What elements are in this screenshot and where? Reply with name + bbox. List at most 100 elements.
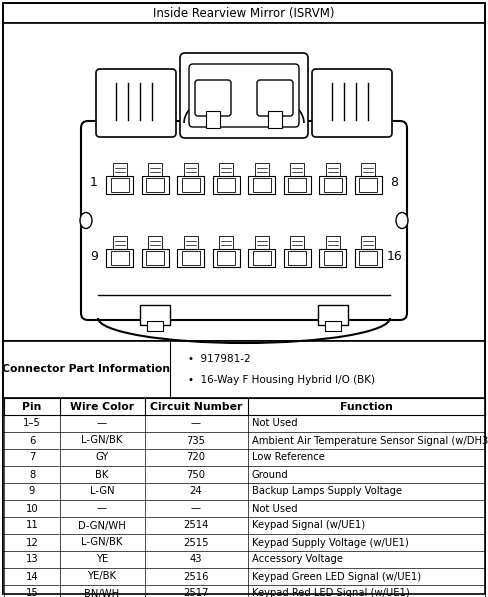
FancyBboxPatch shape [257, 80, 293, 116]
FancyBboxPatch shape [195, 80, 231, 116]
Bar [106, 176, 133, 194]
Bar [183, 236, 198, 251]
Text: 9: 9 [90, 250, 98, 263]
Text: Accessory Voltage: Accessory Voltage [252, 555, 343, 565]
Text: 750: 750 [186, 469, 205, 479]
Text: YE: YE [96, 555, 108, 565]
Bar [253, 178, 270, 192]
Text: 15: 15 [26, 589, 39, 597]
Text: GY: GY [95, 453, 109, 463]
Bar [288, 178, 306, 192]
Text: 11: 11 [26, 521, 39, 531]
Bar [359, 178, 377, 192]
Ellipse shape [396, 213, 408, 229]
Bar [3, 432, 485, 449]
Text: 7: 7 [29, 453, 35, 463]
Text: 43: 43 [190, 555, 202, 565]
Text: 2516: 2516 [183, 571, 209, 581]
Text: Keypad Red LED Signal (w/UE1): Keypad Red LED Signal (w/UE1) [252, 589, 410, 597]
Text: 2517: 2517 [183, 589, 209, 597]
Bar [213, 250, 240, 267]
Text: Low Reference: Low Reference [252, 453, 325, 463]
Ellipse shape [80, 213, 92, 229]
Bar [355, 176, 382, 194]
Text: Not Used: Not Used [252, 418, 298, 429]
FancyBboxPatch shape [189, 64, 299, 127]
Text: Keypad Supply Voltage (w/UE1): Keypad Supply Voltage (w/UE1) [252, 537, 409, 547]
Text: 24: 24 [190, 487, 203, 497]
Text: 14: 14 [26, 571, 39, 581]
Bar [318, 305, 348, 325]
Text: 1–5: 1–5 [23, 418, 41, 429]
Bar [219, 163, 233, 178]
Text: •  16-Way F Housing Hybrid I/O (BK): • 16-Way F Housing Hybrid I/O (BK) [188, 375, 375, 384]
Bar [3, 483, 485, 500]
Text: 1: 1 [90, 176, 98, 189]
Bar [218, 251, 235, 266]
Bar [355, 250, 382, 267]
Text: —: — [97, 418, 107, 429]
Bar [3, 500, 485, 517]
Bar [288, 251, 306, 266]
Text: Function: Function [340, 402, 392, 411]
Text: 8: 8 [390, 176, 398, 189]
Text: Not Used: Not Used [252, 503, 298, 513]
Bar [268, 111, 282, 128]
Bar [3, 585, 485, 597]
Bar [111, 251, 129, 266]
Bar [3, 449, 485, 466]
Text: YE/BK: YE/BK [87, 571, 117, 581]
FancyBboxPatch shape [312, 69, 392, 137]
Bar [3, 415, 485, 432]
Bar [218, 178, 235, 192]
Bar [182, 178, 200, 192]
Bar [3, 398, 485, 415]
Text: 13: 13 [26, 555, 39, 565]
Text: 10: 10 [26, 503, 39, 513]
FancyBboxPatch shape [180, 53, 308, 138]
Bar [255, 236, 269, 251]
Text: Backup Lamps Supply Voltage: Backup Lamps Supply Voltage [252, 487, 402, 497]
Text: Wire Color: Wire Color [70, 402, 134, 411]
Bar [140, 305, 170, 325]
Bar [248, 250, 275, 267]
Text: 720: 720 [186, 453, 205, 463]
Text: 2514: 2514 [183, 521, 209, 531]
Bar [3, 341, 485, 398]
Bar [148, 163, 163, 178]
Bar [248, 176, 275, 194]
Text: 12: 12 [26, 537, 39, 547]
FancyBboxPatch shape [81, 121, 407, 320]
Bar [3, 517, 485, 534]
Bar [284, 250, 311, 267]
Bar [177, 176, 204, 194]
Bar [177, 250, 204, 267]
Bar [3, 551, 485, 568]
Text: BN/WH: BN/WH [84, 589, 120, 597]
Text: BK: BK [95, 469, 109, 479]
Text: 735: 735 [186, 435, 205, 445]
Bar [324, 178, 342, 192]
Text: —: — [191, 418, 201, 429]
Bar [3, 534, 485, 551]
Bar [183, 163, 198, 178]
Text: Keypad Signal (w/UE1): Keypad Signal (w/UE1) [252, 521, 365, 531]
Bar [106, 250, 133, 267]
Text: Keypad Green LED Signal (w/UE1): Keypad Green LED Signal (w/UE1) [252, 571, 421, 581]
FancyBboxPatch shape [96, 69, 176, 137]
Text: L-GN/BK: L-GN/BK [81, 537, 122, 547]
Text: 9: 9 [29, 487, 35, 497]
Text: —: — [191, 503, 201, 513]
Bar [146, 251, 164, 266]
Text: —: — [97, 503, 107, 513]
Text: Ambient Air Temperature Sensor Signal (w/DH3): Ambient Air Temperature Sensor Signal (w… [252, 435, 488, 445]
Bar [324, 251, 342, 266]
Bar [325, 236, 340, 251]
Bar [3, 466, 485, 483]
Text: 6: 6 [29, 435, 35, 445]
Text: 8: 8 [29, 469, 35, 479]
Bar [142, 250, 169, 267]
Bar [319, 176, 346, 194]
Bar [361, 163, 375, 178]
Bar [142, 176, 169, 194]
